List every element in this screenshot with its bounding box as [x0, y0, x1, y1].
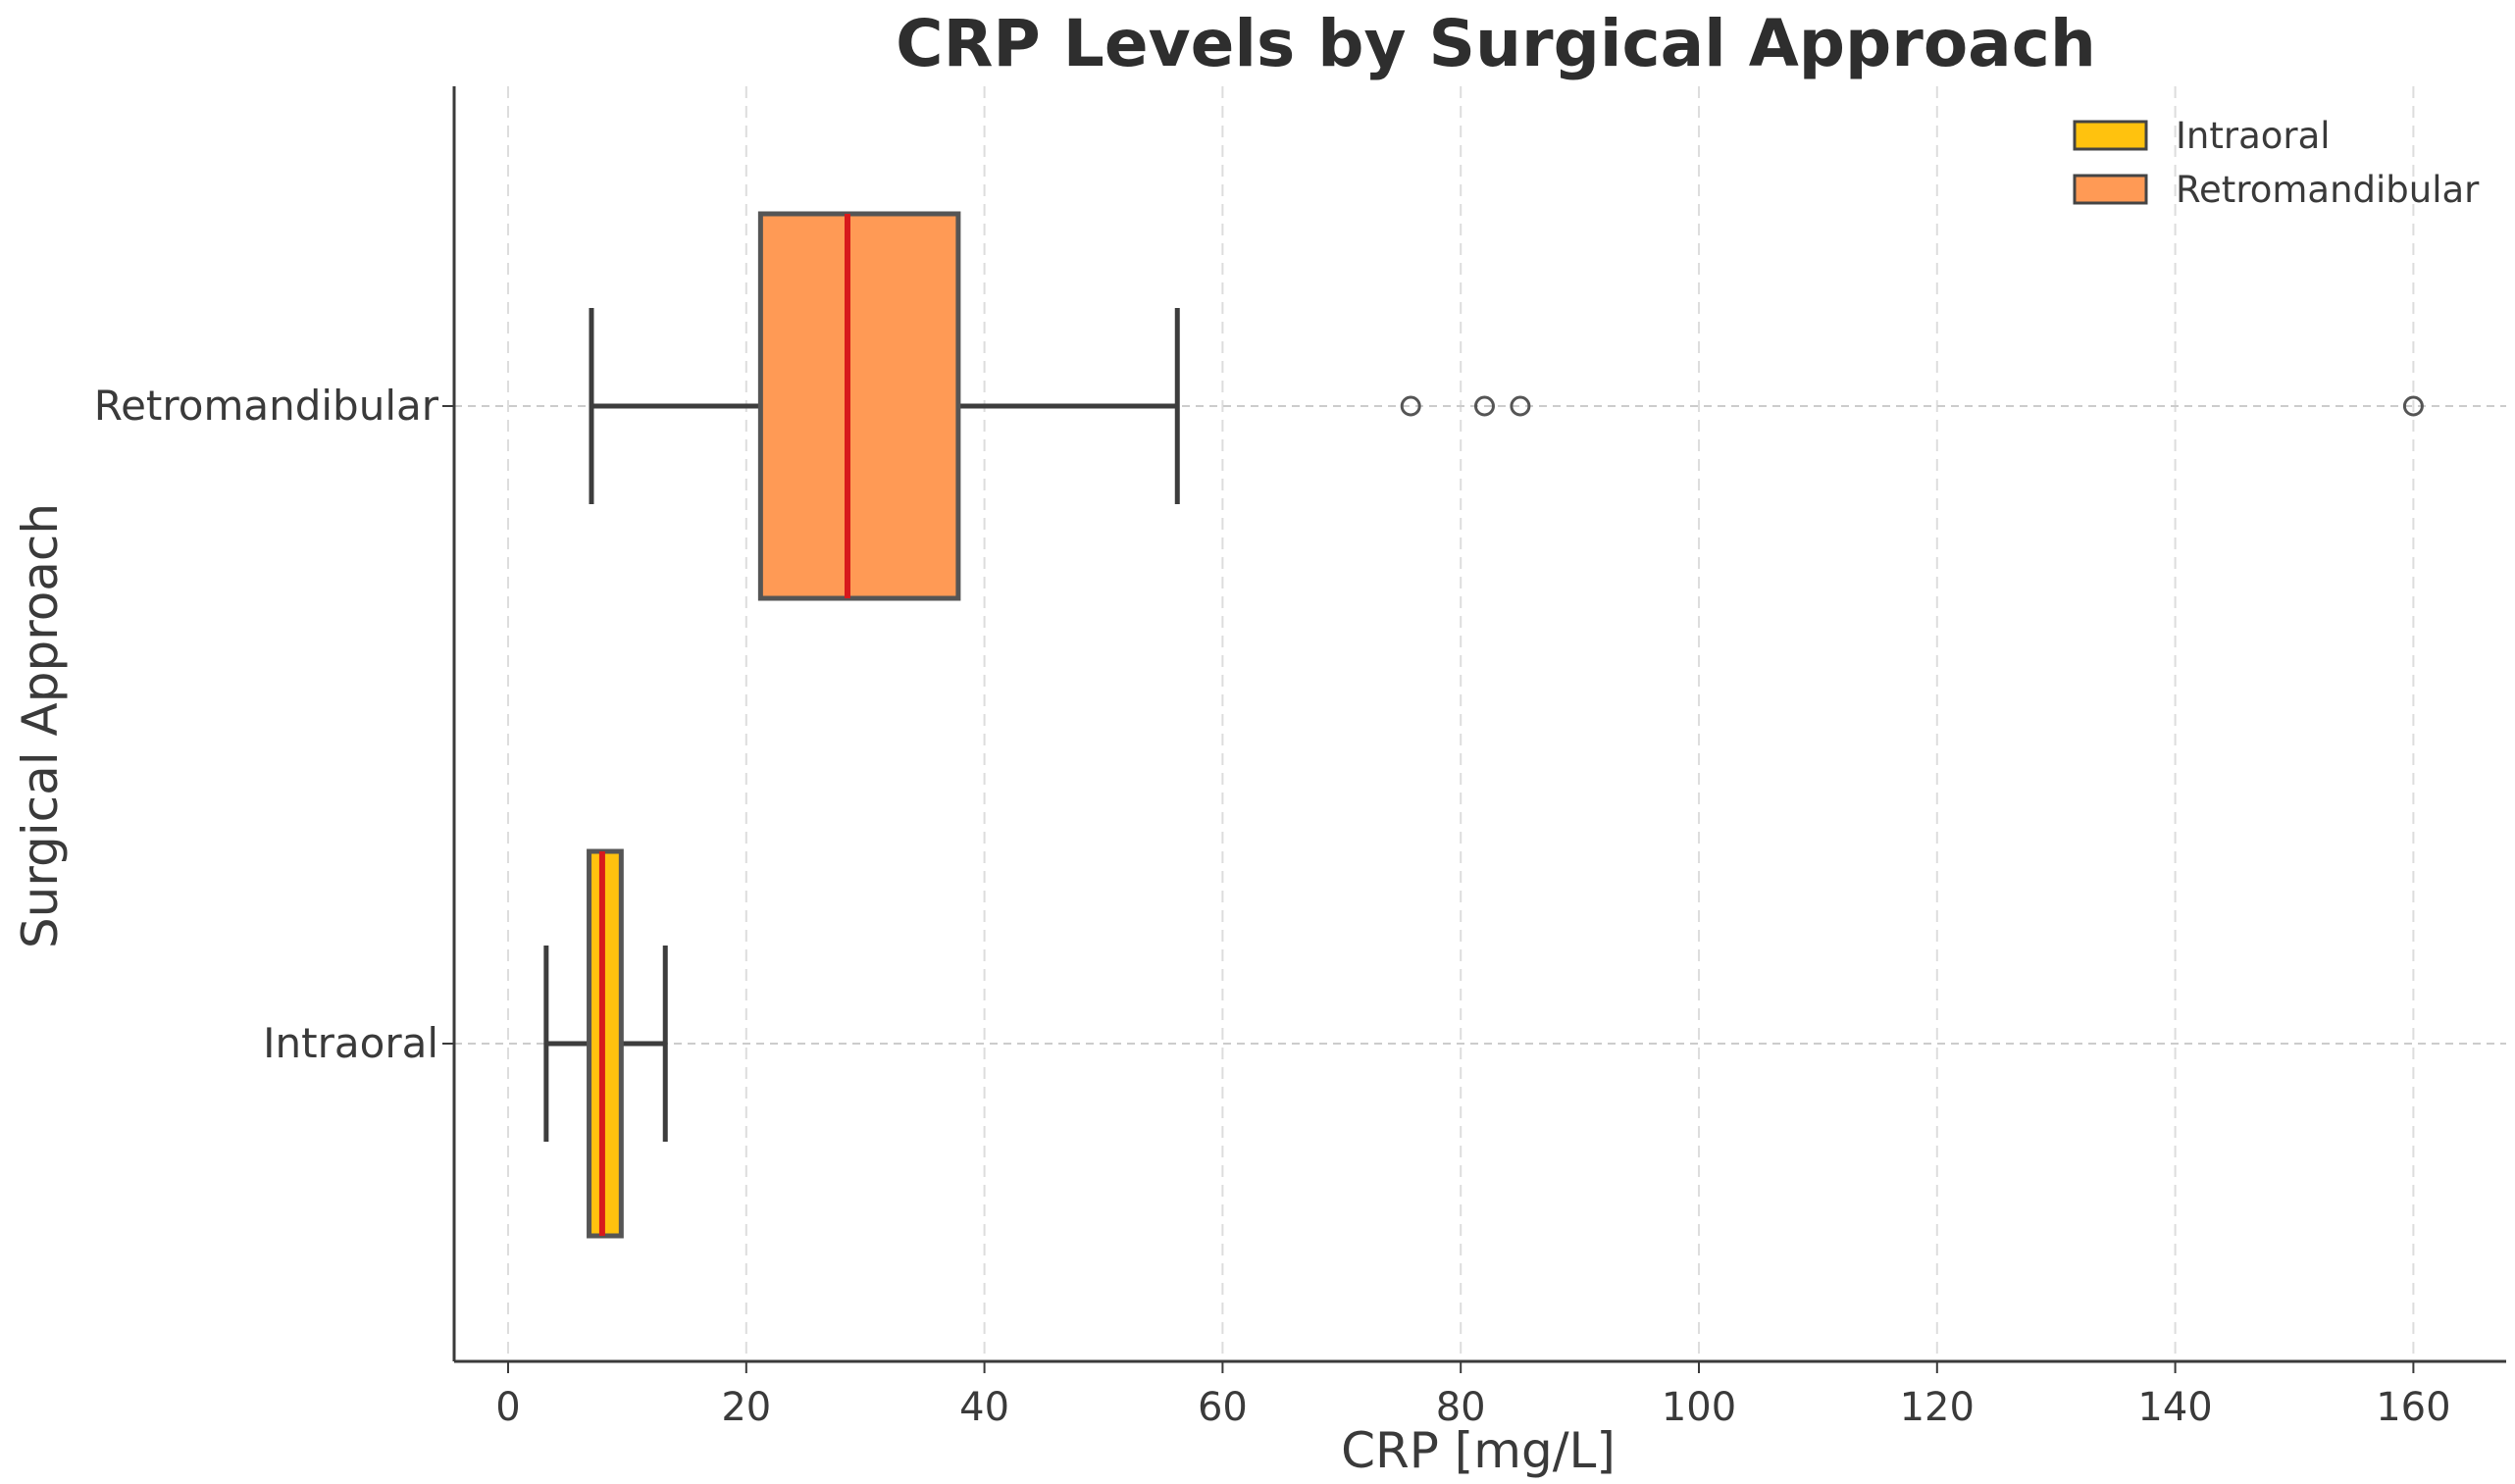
legend: Intraoral Retromandibular: [2073, 115, 2480, 211]
box-retromandibular: [589, 211, 2424, 601]
box-plot-area: [543, 211, 2424, 1239]
chart-title: CRP Levels by Surgical Approach: [896, 6, 2096, 81]
outlier-point: [1400, 395, 1421, 417]
x-tick-label: 20: [721, 1385, 771, 1430]
y-category-label: Retromandibular: [94, 382, 439, 430]
legend-label-intraoral: Intraoral: [2176, 115, 2331, 157]
legend-swatch-retromandibular: [2073, 174, 2148, 205]
y-axis-category-labels: Intraoral Retromandibular: [94, 382, 454, 1067]
legend-swatch-intraoral: [2073, 120, 2148, 151]
x-tick-label: 140: [2137, 1385, 2212, 1430]
x-tick-label: 100: [1662, 1385, 1736, 1430]
x-axis-title: CRP [mg/L]: [1341, 1422, 1616, 1479]
x-tick-label: 160: [2376, 1385, 2450, 1430]
grid-lines: [454, 86, 2506, 1361]
legend-label-retromandibular: Retromandibular: [2176, 169, 2480, 211]
iqr-box: [587, 848, 624, 1239]
x-tick-label: 80: [1436, 1385, 1486, 1430]
x-axis-ticks: 0 20 40 60 80 100 120 140 160: [495, 1361, 2451, 1430]
outlier-point: [2402, 395, 2424, 417]
outlier-point: [1510, 395, 1531, 417]
y-category-label: Intraoral: [263, 1019, 438, 1067]
outlier-point: [1473, 395, 1495, 417]
x-tick-label: 120: [1900, 1385, 1975, 1430]
iqr-box: [757, 211, 961, 601]
y-axis-title: Surgical Approach: [12, 503, 69, 948]
box-intraoral: [543, 848, 668, 1239]
x-tick-label: 40: [959, 1385, 1009, 1430]
x-tick-label: 60: [1198, 1385, 1248, 1430]
x-tick-label: 0: [495, 1385, 520, 1430]
